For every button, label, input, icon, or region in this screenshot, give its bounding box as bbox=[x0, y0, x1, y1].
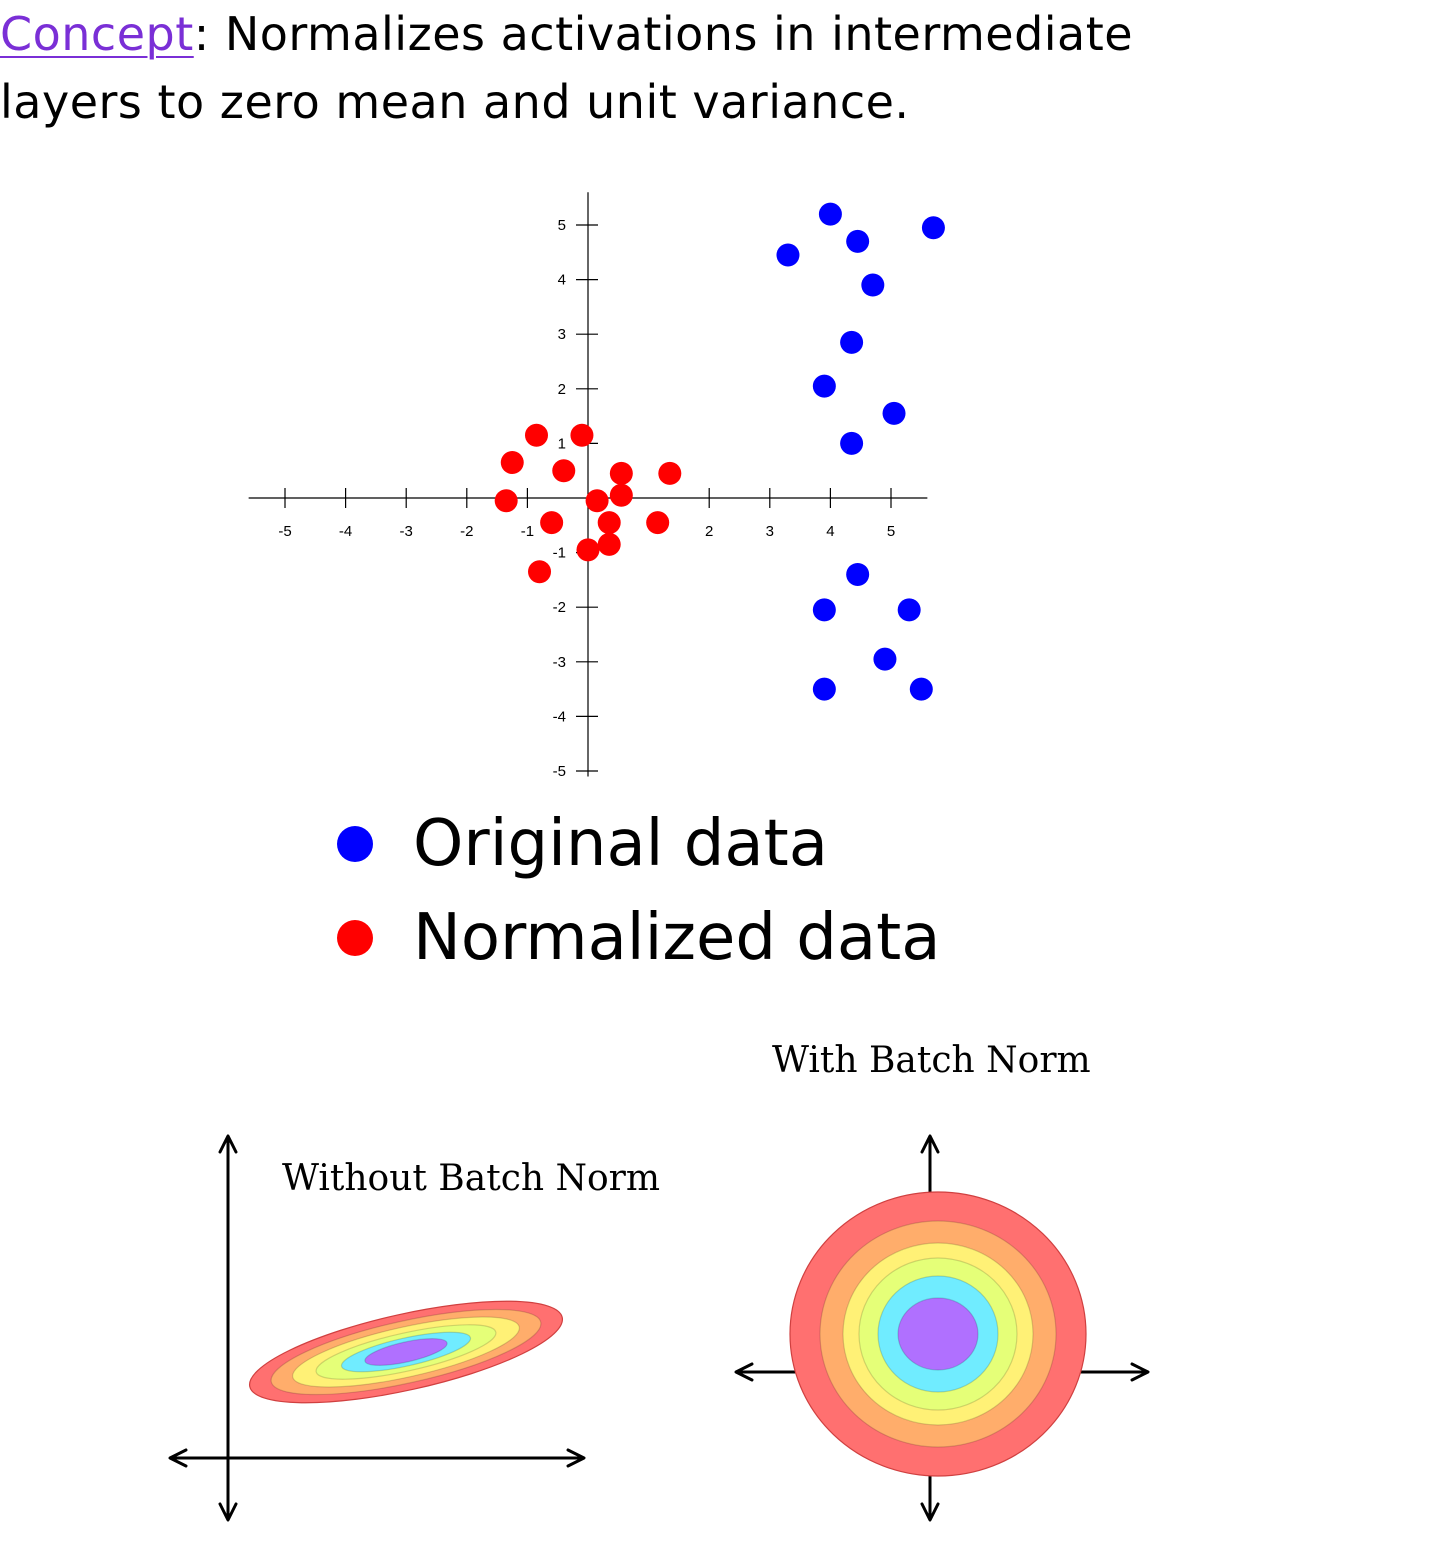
legend-original-marker bbox=[337, 826, 373, 862]
normalized-data-point bbox=[552, 459, 576, 483]
original-data-point bbox=[921, 216, 945, 240]
y-tick-label: 5 bbox=[558, 217, 566, 234]
legend-original-label: Original data bbox=[413, 807, 828, 881]
original-data-point bbox=[818, 202, 842, 226]
x-tick-label: -1 bbox=[521, 523, 534, 540]
original-data-point bbox=[812, 677, 836, 701]
x-tick-label: -2 bbox=[460, 523, 473, 540]
normalized-data-point bbox=[609, 483, 633, 507]
with-batch-norm-panel: With Batch Norm bbox=[734, 1040, 1150, 1522]
y-tick-label: 4 bbox=[558, 272, 566, 289]
y-tick-label: -1 bbox=[553, 545, 566, 562]
original-data-point bbox=[812, 598, 836, 622]
normalized-data-point bbox=[646, 511, 670, 535]
x-tick-label: 5 bbox=[887, 523, 895, 540]
x-tick-label: -4 bbox=[339, 523, 352, 540]
with-batch-norm-contours bbox=[789, 1191, 1087, 1477]
original-data-point bbox=[776, 243, 800, 267]
normalized-data-point bbox=[576, 538, 600, 562]
original-data-point bbox=[861, 273, 885, 297]
without-batch-norm-title: Without Batch Norm bbox=[282, 1158, 660, 1199]
legend-original: Original data bbox=[337, 804, 828, 884]
y-tick-label: 3 bbox=[558, 326, 566, 343]
x-tick-label: 3 bbox=[766, 523, 774, 540]
normalized-data-point bbox=[658, 461, 682, 485]
legend-normalized-label: Normalized data bbox=[413, 901, 941, 975]
normalized-data-point bbox=[597, 511, 621, 535]
original-data-point bbox=[873, 647, 897, 671]
original-data-point bbox=[897, 598, 921, 622]
original-data-point bbox=[812, 374, 836, 398]
normalized-data-point bbox=[609, 461, 633, 485]
concept-description: Concept: Normalizes activations in inter… bbox=[0, 0, 1440, 136]
original-data-point bbox=[846, 562, 870, 586]
x-tick-label: -5 bbox=[278, 523, 291, 540]
x-tick-label: 2 bbox=[705, 523, 713, 540]
normalized-data-point bbox=[500, 451, 524, 475]
y-tick-label: -4 bbox=[553, 708, 566, 725]
without-batch-norm-contours bbox=[248, 1300, 564, 1404]
normalized-data-point bbox=[494, 489, 518, 513]
scatter-points bbox=[494, 202, 945, 701]
y-tick-label: -2 bbox=[553, 599, 566, 616]
legend-normalized-marker bbox=[337, 920, 373, 956]
without-batch-norm-contour-ring bbox=[364, 1338, 448, 1366]
with-batch-norm-contour-ring bbox=[897, 1297, 979, 1371]
concept-text-line2: layers to zero mean and unit variance. bbox=[0, 75, 910, 129]
y-tick-label: 1 bbox=[558, 435, 566, 452]
x-tick-label: 4 bbox=[826, 523, 834, 540]
original-data-point bbox=[846, 229, 870, 253]
concept-label: Concept bbox=[0, 7, 194, 61]
normalized-data-point bbox=[585, 489, 609, 513]
contour-comparison: Without Batch Norm With Batch Norm bbox=[168, 1040, 1150, 1522]
original-data-point bbox=[882, 401, 906, 425]
concept-text-line1: : Normalizes activations in intermediate bbox=[193, 7, 1134, 61]
y-tick-label: 2 bbox=[558, 381, 566, 398]
original-data-point bbox=[909, 677, 933, 701]
y-tick-label: -3 bbox=[553, 654, 566, 671]
without-batch-norm-panel: Without Batch Norm bbox=[168, 1134, 660, 1522]
with-batch-norm-title: With Batch Norm bbox=[772, 1040, 1091, 1081]
scatter-chart: -5 -4 -3 -2 -1 2 3 4 5 5 4 3 2 1 -1 -2 -3 -4 -5 bbox=[248, 192, 945, 780]
normalized-data-point bbox=[597, 532, 621, 556]
original-data-point bbox=[840, 431, 864, 455]
legend-normalized: Normalized data bbox=[337, 898, 940, 978]
normalized-data-point bbox=[528, 560, 552, 584]
y-tick-label: -5 bbox=[553, 763, 566, 780]
scatter-tick-labels: -5 -4 -3 -2 -1 2 3 4 5 5 4 3 2 1 -1 -2 -3 -4 -5 bbox=[278, 217, 895, 780]
normalized-data-point bbox=[540, 511, 564, 535]
normalized-data-point bbox=[524, 423, 548, 447]
normalized-data-point bbox=[570, 423, 594, 447]
original-data-point bbox=[840, 330, 864, 354]
x-tick-label: -3 bbox=[400, 523, 413, 540]
